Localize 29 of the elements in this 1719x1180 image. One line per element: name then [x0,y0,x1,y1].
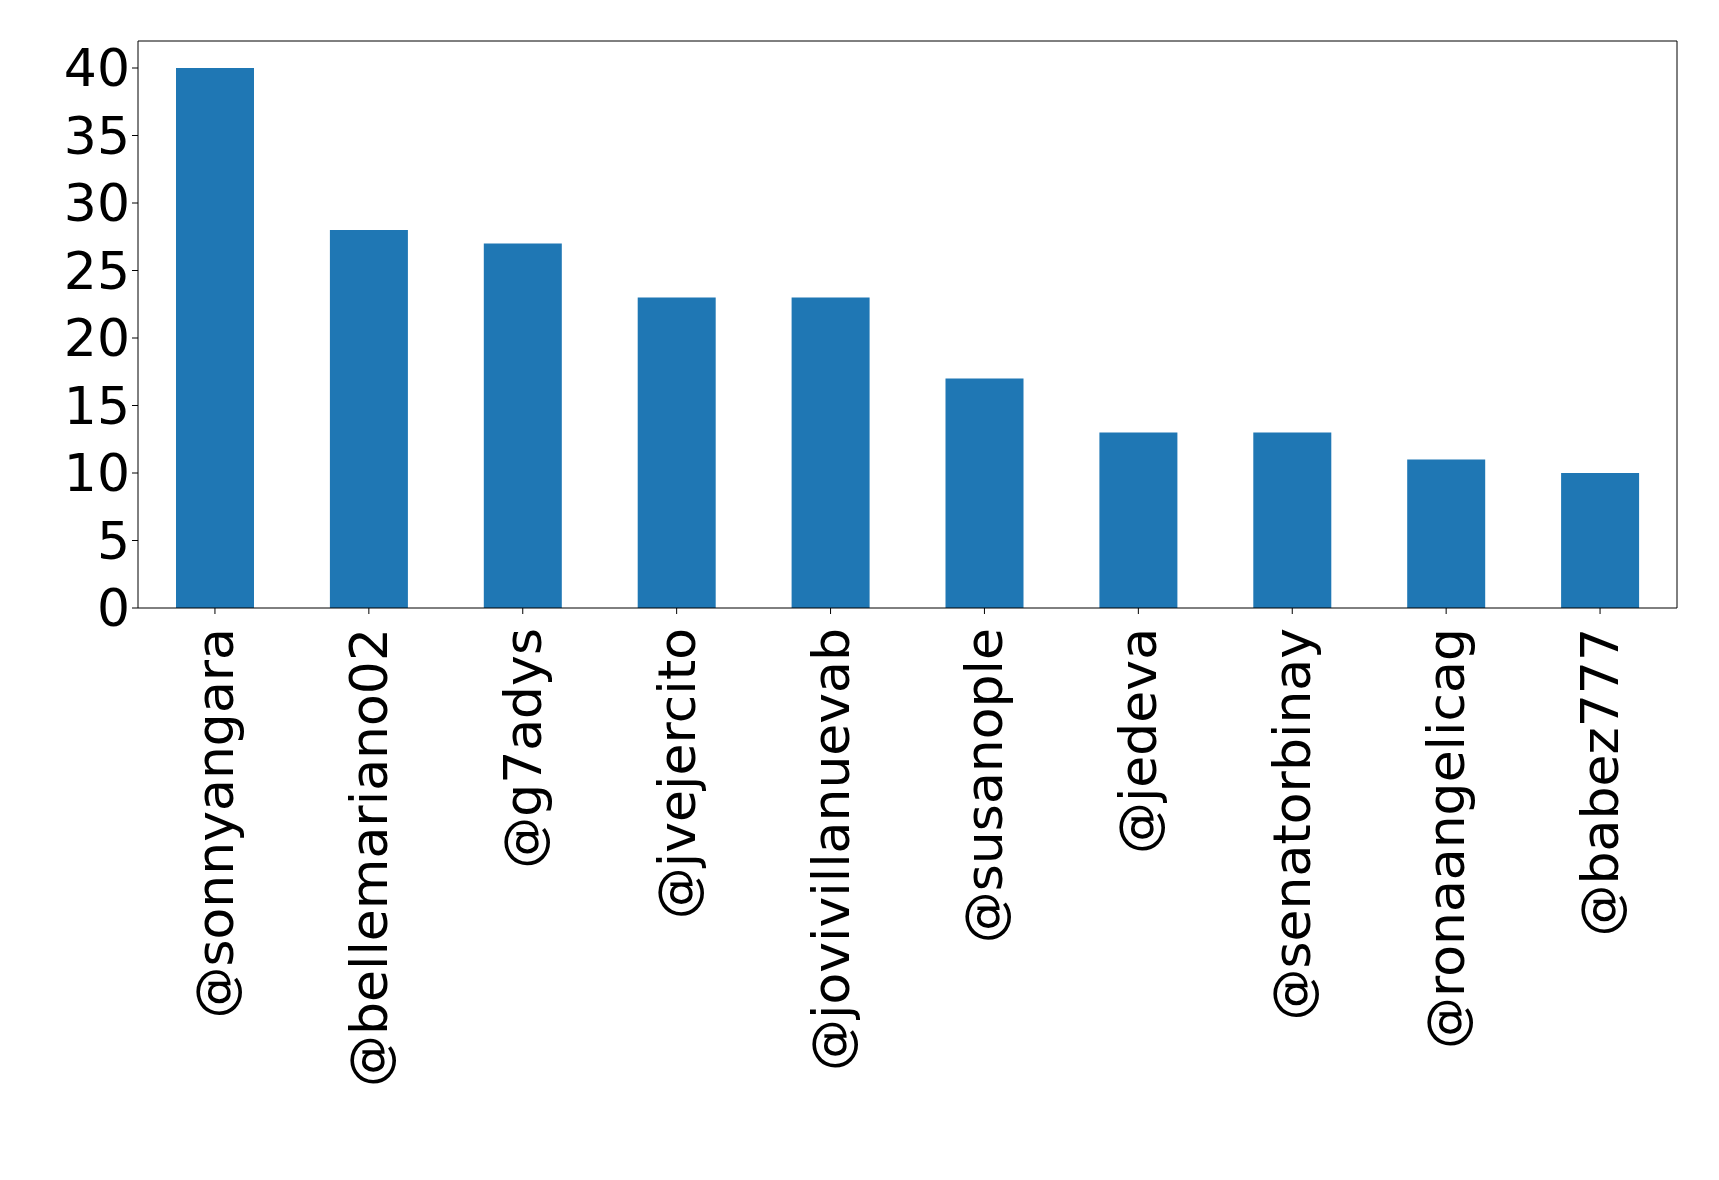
x-tick-label: @babez777 [1570,628,1631,937]
bar [329,230,408,608]
bar [1407,459,1486,608]
y-tick-label: 0 [96,578,130,639]
y-tick-label: 20 [63,308,130,369]
y-tick-label: 30 [63,173,130,234]
bar [791,297,870,608]
x-tick-label: @jvejercito [646,628,707,920]
x-tick-label: @g7adys [492,628,553,869]
bar [1253,432,1332,608]
x-tick-label: @ronaangelicag [1416,628,1477,1050]
bar [945,378,1024,608]
bar [176,68,254,608]
y-tick-label: 40 [63,38,130,99]
x-tick-label: @susanople [954,628,1015,944]
bar [637,297,716,608]
x-tick-label: @bellemariano02 [338,628,399,1088]
y-tick-label: 15 [63,375,130,436]
x-tick-label: @jedeva [1108,628,1169,855]
bar [1561,473,1640,608]
x-tick-label: @sonnyangara [184,628,245,1019]
x-tick-label: @senatorbinay [1262,628,1323,1021]
y-tick-label: 10 [63,443,130,504]
bar [1099,432,1178,608]
x-tick-label: @jovivillanuevab [800,628,861,1072]
y-tick-label: 35 [63,105,130,166]
bar [483,243,562,608]
y-tick-label: 5 [96,510,130,571]
y-tick-label: 25 [63,240,130,301]
